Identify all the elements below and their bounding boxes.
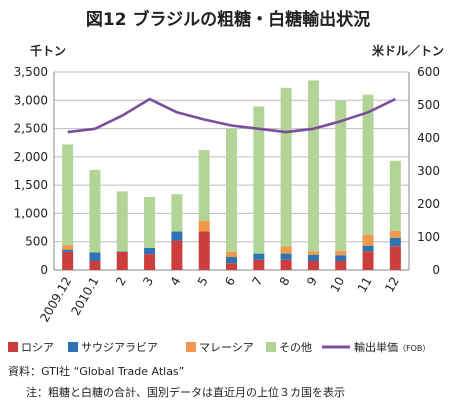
x-tick-label: 2: [113, 275, 129, 289]
bar-segment: [89, 169, 101, 253]
bar-segment: [280, 246, 292, 254]
y-left-tick-label: 2,000: [14, 150, 48, 164]
y-right-tick-label: 0: [432, 263, 440, 277]
bar-segment: [307, 260, 319, 270]
bar-segment: [389, 246, 401, 270]
bar-segment: [144, 254, 156, 270]
bar-segment: [389, 160, 401, 231]
x-tick-label: 10: [328, 275, 348, 295]
x-tick-label: 6: [222, 275, 238, 289]
bar-segment: [62, 144, 74, 246]
bar-segment: [335, 255, 347, 261]
bar-segment: [144, 247, 156, 255]
bar-segment: [307, 80, 319, 252]
y-right-unit: 米ドル／トン: [372, 43, 444, 58]
bar-segment: [62, 245, 74, 250]
x-tick-label: 5: [195, 275, 211, 289]
x-tick-label: 11: [355, 275, 375, 295]
line-series-unit-price: [67, 97, 396, 134]
bar-segment: [226, 256, 237, 264]
x-tick-label: 4: [168, 275, 184, 289]
y-left-tick-label: 500: [25, 235, 48, 249]
bar-segment: [335, 260, 347, 270]
legend: ロシア サウジアラビア マレーシア その他 輸出単価（FOB）: [8, 340, 430, 354]
bar-segment: [198, 150, 210, 221]
legend-label: サウジアラビア: [81, 341, 158, 354]
bar-segment: [171, 194, 183, 232]
bar-segment: [389, 230, 401, 238]
bar-segment: [171, 240, 183, 270]
bar-segment: [89, 260, 101, 270]
bar-segment: [198, 231, 210, 270]
bar-segment: [171, 231, 183, 241]
bar-segment: [116, 251, 128, 252]
y-left-unit: 千トン: [30, 43, 66, 58]
source-text: 資料：GTI社 “Global Trade Atlas”: [8, 364, 184, 378]
bar-segment: [307, 254, 319, 261]
bar-segment: [362, 234, 374, 246]
bar-segment: [116, 191, 128, 252]
legend-swatch: [68, 342, 78, 352]
bar-segment: [307, 251, 319, 255]
bar-segment: [335, 250, 347, 256]
y-right-tick-label: 600: [417, 65, 440, 79]
legend-swatch: [186, 342, 196, 352]
y-left-tick-label: 2,500: [14, 122, 48, 136]
y-left-tick-label: 0: [40, 263, 48, 277]
bar-segment: [253, 259, 265, 270]
y-right-tick-label: 500: [417, 98, 440, 112]
y-right-tick-label: 300: [417, 164, 440, 178]
x-tick-label: 9: [304, 275, 320, 289]
x-tick-label: 2009.12: [37, 275, 74, 325]
bar-segment: [280, 253, 292, 260]
bar-segment: [389, 237, 401, 247]
legend-label-suffix: （FOB）: [398, 344, 430, 353]
bar-segment: [362, 251, 374, 270]
y-right-tick-label: 100: [417, 230, 440, 244]
note-text: 注：粗糖と白糖の合計、国別データは直近月の上位３カ国を表示: [26, 385, 345, 399]
bar-segment: [226, 251, 237, 257]
legend-swatch: [266, 342, 276, 352]
y-left-tick-label: 1,000: [14, 206, 48, 220]
legend-label: その他: [279, 341, 312, 354]
plot-area: 0 500 1,000 1,500 2,000 2,500 3,000 3,500 0 100 20…: [14, 65, 440, 324]
legend-label: マレーシア: [199, 341, 254, 354]
bar-segment: [62, 251, 74, 270]
chart-title: 図12 ブラジルの粗糖・白糖輸出状況: [86, 9, 370, 30]
x-tick-label: 7: [249, 275, 265, 289]
x-tick-label: 8: [277, 275, 293, 289]
bar-segment: [226, 263, 237, 270]
legend-label: ロシア: [21, 341, 54, 354]
bar-segment: [116, 251, 128, 270]
y-left-tick-label: 1,500: [14, 178, 48, 192]
bar-segment: [280, 87, 292, 247]
bar-segment: [253, 253, 265, 260]
y-right-tick-label: 400: [417, 131, 440, 145]
x-tick-label: 2010.1: [68, 275, 101, 318]
bar-segment: [62, 249, 74, 252]
bar-segment: [362, 245, 374, 252]
legend-label: 輸出単価（FOB）: [354, 340, 430, 354]
bar-segment: [144, 197, 156, 248]
bar-segment: [198, 220, 210, 232]
bar-segment: [335, 100, 347, 251]
bar-segment: [226, 128, 237, 252]
legend-swatch: [8, 342, 18, 352]
y-left-tick-label: 3,000: [14, 93, 48, 107]
bar-segment: [89, 252, 101, 261]
x-tick-label: 12: [382, 275, 402, 295]
x-tick-label: 3: [140, 275, 156, 289]
bar-segment: [362, 94, 374, 235]
bar-segment: [280, 259, 292, 270]
y-left-tick-label: 3,500: [14, 65, 48, 79]
bar-segment: [253, 106, 265, 254]
y-right-tick-label: 200: [417, 197, 440, 211]
